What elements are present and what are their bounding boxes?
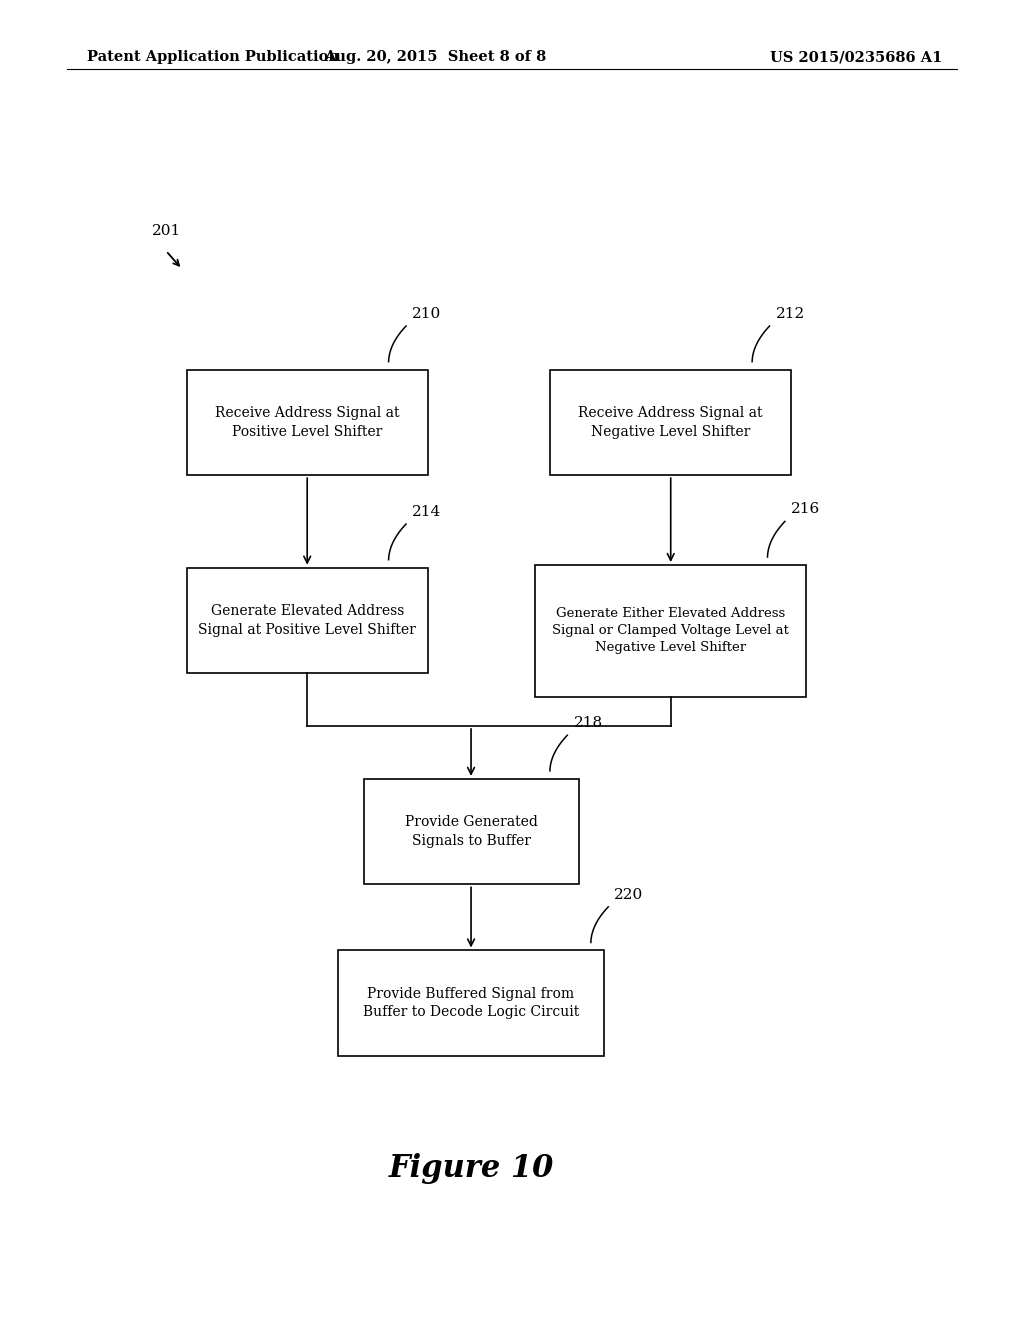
- Text: 210: 210: [412, 306, 441, 321]
- Text: Receive Address Signal at
Positive Level Shifter: Receive Address Signal at Positive Level…: [215, 407, 399, 438]
- Bar: [186, 568, 428, 673]
- Text: 201: 201: [152, 223, 181, 238]
- Text: Aug. 20, 2015  Sheet 8 of 8: Aug. 20, 2015 Sheet 8 of 8: [324, 50, 547, 65]
- Text: 212: 212: [776, 306, 805, 321]
- Text: Figure 10: Figure 10: [388, 1152, 554, 1184]
- Bar: [338, 950, 604, 1056]
- Bar: [551, 370, 792, 475]
- Text: 220: 220: [614, 887, 644, 902]
- Text: Receive Address Signal at
Negative Level Shifter: Receive Address Signal at Negative Level…: [579, 407, 763, 438]
- Text: Patent Application Publication: Patent Application Publication: [87, 50, 339, 65]
- Text: Generate Either Elevated Address
Signal or Clamped Voltage Level at
Negative Lev: Generate Either Elevated Address Signal …: [552, 607, 790, 655]
- Text: 218: 218: [573, 715, 602, 730]
- Text: 214: 214: [412, 504, 441, 519]
- Bar: [535, 565, 807, 697]
- Bar: [186, 370, 428, 475]
- Text: Provide Generated
Signals to Buffer: Provide Generated Signals to Buffer: [404, 816, 538, 847]
- Bar: [364, 779, 579, 884]
- Text: Generate Elevated Address
Signal at Positive Level Shifter: Generate Elevated Address Signal at Posi…: [199, 605, 416, 636]
- Text: US 2015/0235686 A1: US 2015/0235686 A1: [770, 50, 942, 65]
- Text: Provide Buffered Signal from
Buffer to Decode Logic Circuit: Provide Buffered Signal from Buffer to D…: [362, 987, 580, 1019]
- Text: 216: 216: [792, 502, 820, 516]
